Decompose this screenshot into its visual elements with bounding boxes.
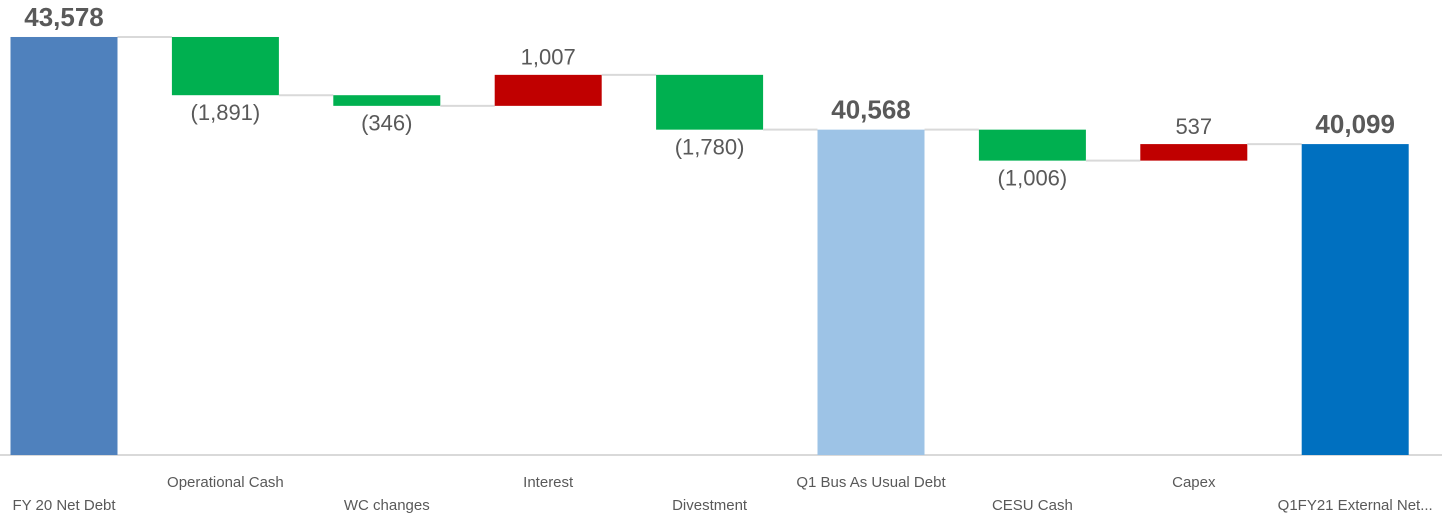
x-tick-label: Operational Cash: [167, 474, 284, 491]
bar: [171, 36, 279, 96]
value-label: (1,891): [191, 100, 261, 125]
x-tick-label: Interest: [523, 474, 574, 491]
value-label: (1,006): [998, 165, 1068, 190]
bar: [1301, 144, 1409, 456]
x-tick-label: WC changes: [344, 497, 430, 514]
x-tick-label: Q1FY21 External Net...: [1278, 497, 1433, 514]
value-label: 1,007: [521, 45, 576, 70]
value-label: 40,568: [831, 95, 911, 125]
value-label: (1,780): [675, 134, 745, 159]
x-tick-label: Divestment: [672, 497, 748, 514]
x-tick-label: FY 20 Net Debt: [12, 497, 116, 514]
bar: [817, 129, 925, 455]
value-label: 40,099: [1315, 109, 1395, 139]
value-label: (346): [361, 111, 412, 136]
x-tick-label: Capex: [1172, 474, 1216, 491]
value-label: 43,578: [24, 2, 104, 32]
x-tick-label: Q1 Bus As Usual Debt: [796, 474, 946, 491]
x-tick-label: CESU Cash: [992, 497, 1073, 514]
value-label: 537: [1175, 114, 1212, 139]
bar: [978, 129, 1086, 161]
bar: [494, 74, 602, 106]
bar: [333, 95, 441, 106]
bar: [656, 74, 764, 130]
bar: [10, 36, 118, 455]
bar: [1140, 144, 1248, 161]
